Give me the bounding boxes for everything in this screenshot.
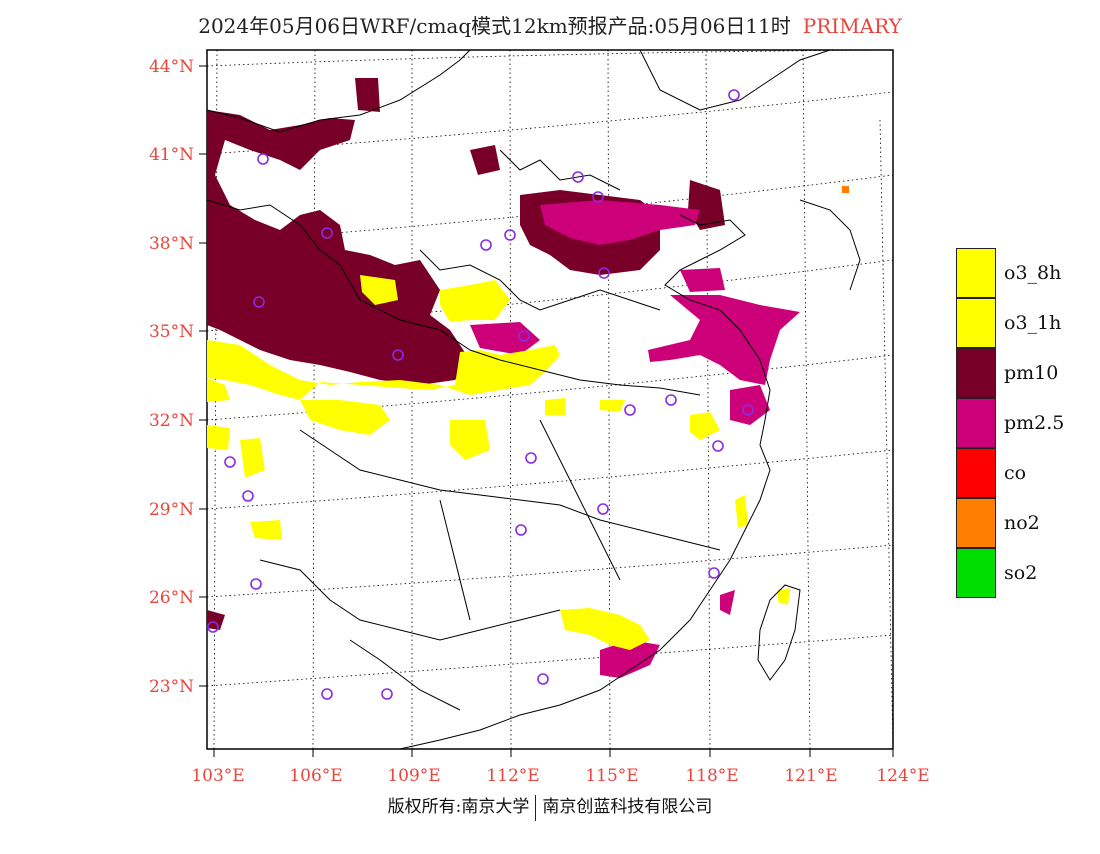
legend-swatch <box>956 498 996 548</box>
title-tag: PRIMARY <box>802 14 902 38</box>
legend-swatch <box>956 398 996 448</box>
lon-label-106: 106°E <box>289 766 342 786</box>
lat-label-35: 35°N <box>149 322 194 342</box>
legend-label: co <box>1004 462 1027 484</box>
legend: o3_8h o3_1h pm10 pm2.5 co no2 so2 <box>956 248 1086 598</box>
boundaries <box>207 50 861 749</box>
legend-item-no2: no2 <box>956 498 1086 548</box>
copyright-footer: 版权所有:南京大学 南京创蓝科技有限公司 <box>0 792 1100 821</box>
legend-label: pm2.5 <box>1004 412 1065 434</box>
lon-label-115: 115°E <box>585 766 638 786</box>
lat-label-41: 41°N <box>149 145 194 165</box>
lat-label-32: 32°N <box>149 411 194 431</box>
lat-label-29: 29°N <box>149 500 194 520</box>
legend-swatch <box>956 248 996 298</box>
no2-field <box>842 186 849 193</box>
legend-item-co: co <box>956 448 1086 498</box>
lon-label-121: 121°E <box>784 766 837 786</box>
lat-labels: 44°N 41°N 38°N 35°N 32°N 29°N 26°N 23°N <box>149 57 194 697</box>
lon-label-103: 103°E <box>191 766 244 786</box>
lat-label-23: 23°N <box>149 677 194 697</box>
lon-label-109: 109°E <box>387 766 440 786</box>
legend-label: pm10 <box>1004 362 1059 384</box>
legend-item-o3-1h: o3_1h <box>956 298 1086 348</box>
footer-separator <box>535 794 537 821</box>
lon-label-118: 118°E <box>685 766 738 786</box>
graticule <box>207 50 893 749</box>
legend-item-pm10: pm10 <box>956 348 1086 398</box>
legend-item-pm25: pm2.5 <box>956 398 1086 448</box>
lon-labels: 103°E 106°E 109°E 112°E 115°E 118°E 121°… <box>191 766 929 786</box>
station-markers <box>207 89 754 700</box>
lat-label-44: 44°N <box>149 57 194 77</box>
footer-left: 版权所有:南京大学 <box>387 797 530 817</box>
lon-label-124: 124°E <box>876 766 929 786</box>
legend-label: no2 <box>1004 512 1040 534</box>
legend-item-so2: so2 <box>956 548 1086 598</box>
title-main: 2024年05月06日WRF/cmaq模式12km预报产品:05月06日11时 <box>198 14 791 38</box>
lat-label-38: 38°N <box>149 234 194 254</box>
legend-label: so2 <box>1004 562 1038 584</box>
o3-field <box>207 275 790 650</box>
legend-swatch <box>956 448 996 498</box>
legend-label: o3_1h <box>1004 312 1062 334</box>
lon-label-112: 112°E <box>486 766 539 786</box>
legend-swatch <box>956 298 996 348</box>
footer-right: 南京创蓝科技有限公司 <box>542 797 713 817</box>
tick-marks <box>199 65 894 757</box>
legend-swatch <box>956 348 996 398</box>
legend-label: o3_8h <box>1004 262 1062 284</box>
legend-item-o3-8h: o3_8h <box>956 248 1086 298</box>
map-title: 2024年05月06日WRF/cmaq模式12km预报产品:05月06日11时 P… <box>0 10 1100 39</box>
legend-swatch <box>956 548 996 598</box>
lat-label-26: 26°N <box>149 588 194 608</box>
